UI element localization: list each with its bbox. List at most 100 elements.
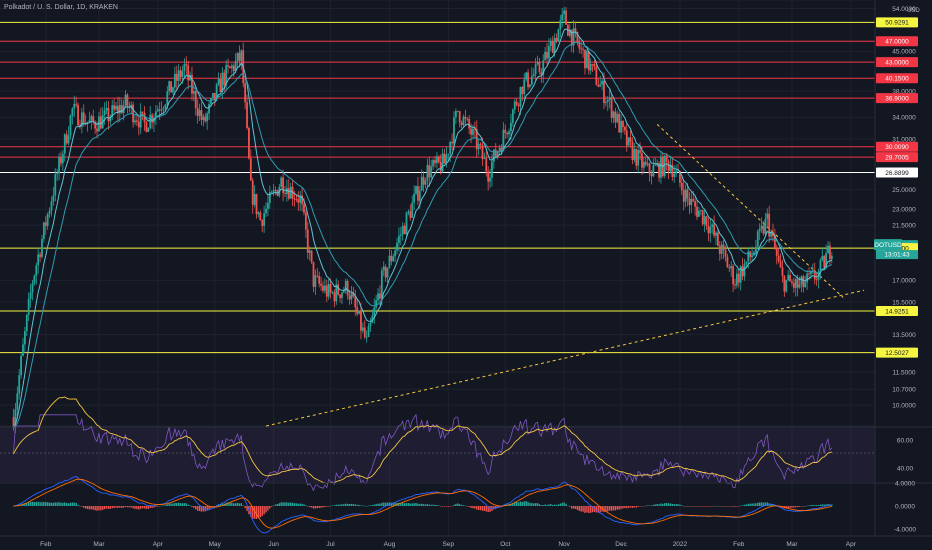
macd-histogram-bar bbox=[534, 503, 537, 506]
candle-body bbox=[633, 149, 636, 161]
rsi-tick-label: 40.00 bbox=[897, 465, 914, 472]
candle-body bbox=[625, 130, 628, 146]
candle-body bbox=[168, 81, 171, 92]
macd-histogram-bar bbox=[690, 506, 693, 507]
macd-histogram-bar bbox=[181, 503, 184, 506]
candle-body bbox=[773, 236, 776, 249]
candle-body bbox=[614, 111, 617, 123]
candle-body bbox=[701, 210, 704, 225]
level-label: 28.7005 bbox=[885, 155, 909, 162]
level-label-box bbox=[876, 36, 918, 47]
macd-histogram-bar bbox=[303, 504, 305, 506]
macd-histogram-bar bbox=[667, 503, 670, 506]
macd-histogram-bar bbox=[196, 506, 199, 511]
candle-body bbox=[787, 275, 790, 280]
price-tick-label: 17.0000 bbox=[892, 278, 916, 285]
trendlines bbox=[265, 123, 865, 427]
candle-body bbox=[363, 327, 366, 338]
macd-histogram-bar bbox=[485, 506, 487, 512]
candle-body bbox=[251, 180, 254, 205]
candle-body bbox=[720, 244, 723, 254]
macd-histogram-bar bbox=[96, 506, 98, 511]
candle-body bbox=[735, 273, 738, 286]
macd-histogram-bar bbox=[65, 502, 68, 506]
candle-body bbox=[747, 251, 750, 262]
candle-body bbox=[398, 235, 400, 243]
candle-body bbox=[717, 232, 719, 246]
candle-body bbox=[249, 158, 252, 181]
candle-body bbox=[604, 101, 607, 104]
candle-body bbox=[730, 266, 733, 269]
macd-histogram-bar bbox=[166, 504, 168, 506]
macd-histogram-bar bbox=[498, 506, 501, 508]
candle-body bbox=[420, 176, 423, 191]
macd-histogram-bar bbox=[316, 506, 318, 509]
candle-body bbox=[179, 70, 182, 77]
price-tick-label: 54.0000 bbox=[892, 6, 916, 13]
candle-body bbox=[777, 255, 780, 262]
candle-body bbox=[232, 65, 235, 72]
macd-histogram-bar bbox=[552, 504, 554, 506]
candle-body bbox=[35, 265, 38, 276]
candle-body bbox=[147, 127, 150, 132]
macd-histogram-bar bbox=[800, 506, 803, 507]
macd-histogram-bar bbox=[688, 506, 691, 507]
countdown-label: 13:01:43 bbox=[884, 252, 910, 259]
candle-body bbox=[379, 293, 381, 299]
candle-body bbox=[322, 285, 324, 291]
candle-body bbox=[20, 355, 22, 376]
candle-body bbox=[136, 120, 138, 122]
candle-body bbox=[23, 331, 26, 345]
candle-body bbox=[578, 42, 581, 49]
macd-histogram-bar bbox=[386, 502, 389, 506]
candle-body bbox=[92, 116, 95, 123]
candle-body bbox=[513, 101, 516, 110]
candle-body bbox=[703, 216, 706, 225]
macd-histogram-bar bbox=[517, 502, 520, 506]
macd-histogram-bar bbox=[772, 504, 774, 506]
candle-body bbox=[519, 86, 522, 107]
macd-histogram-bar bbox=[84, 506, 87, 509]
macd-histogram-bar bbox=[531, 503, 533, 506]
macd-histogram-bar bbox=[616, 506, 618, 510]
macd-histogram-bar bbox=[320, 506, 322, 508]
macd-histogram-bar bbox=[814, 505, 816, 506]
macd-histogram-bar bbox=[56, 502, 58, 506]
candle-body bbox=[783, 276, 786, 292]
macd-histogram-bar bbox=[739, 505, 742, 507]
candle-body bbox=[637, 150, 640, 166]
macd-histogram-bar bbox=[212, 506, 214, 507]
candle-body bbox=[339, 294, 341, 298]
macd-histogram-bar bbox=[77, 504, 79, 506]
macd-histogram-bar bbox=[436, 504, 438, 506]
candle-body bbox=[191, 74, 193, 94]
macd-histogram-bar bbox=[622, 506, 624, 509]
candle-body bbox=[88, 120, 91, 122]
macd-histogram-bar bbox=[327, 506, 330, 507]
time-tick-label: Nov bbox=[558, 541, 570, 548]
macd-histogram-bar bbox=[728, 506, 730, 507]
candle-body bbox=[244, 83, 247, 103]
macd-histogram-bar bbox=[206, 506, 208, 511]
candle-body bbox=[629, 137, 632, 142]
macd-histogram-bar bbox=[41, 502, 43, 506]
macd-histogram-bar bbox=[662, 503, 664, 506]
macd-histogram-bar bbox=[787, 506, 789, 508]
macd-histogram-bar bbox=[464, 505, 467, 507]
candle-body bbox=[808, 273, 810, 275]
macd-histogram-bar bbox=[627, 506, 630, 508]
candle-body bbox=[525, 72, 528, 80]
candle-body bbox=[194, 91, 197, 108]
macd-histogram-bar bbox=[595, 506, 598, 513]
candle-body bbox=[770, 232, 772, 237]
candle-body bbox=[134, 120, 136, 123]
macd-histogram-bar bbox=[586, 506, 588, 513]
macd-histogram-bar bbox=[322, 506, 324, 508]
candle-body bbox=[529, 84, 531, 88]
macd-histogram-bar bbox=[314, 506, 317, 509]
candle-body bbox=[187, 65, 190, 81]
macd-histogram-bar bbox=[384, 502, 387, 506]
macd-histogram-bar bbox=[607, 506, 609, 512]
